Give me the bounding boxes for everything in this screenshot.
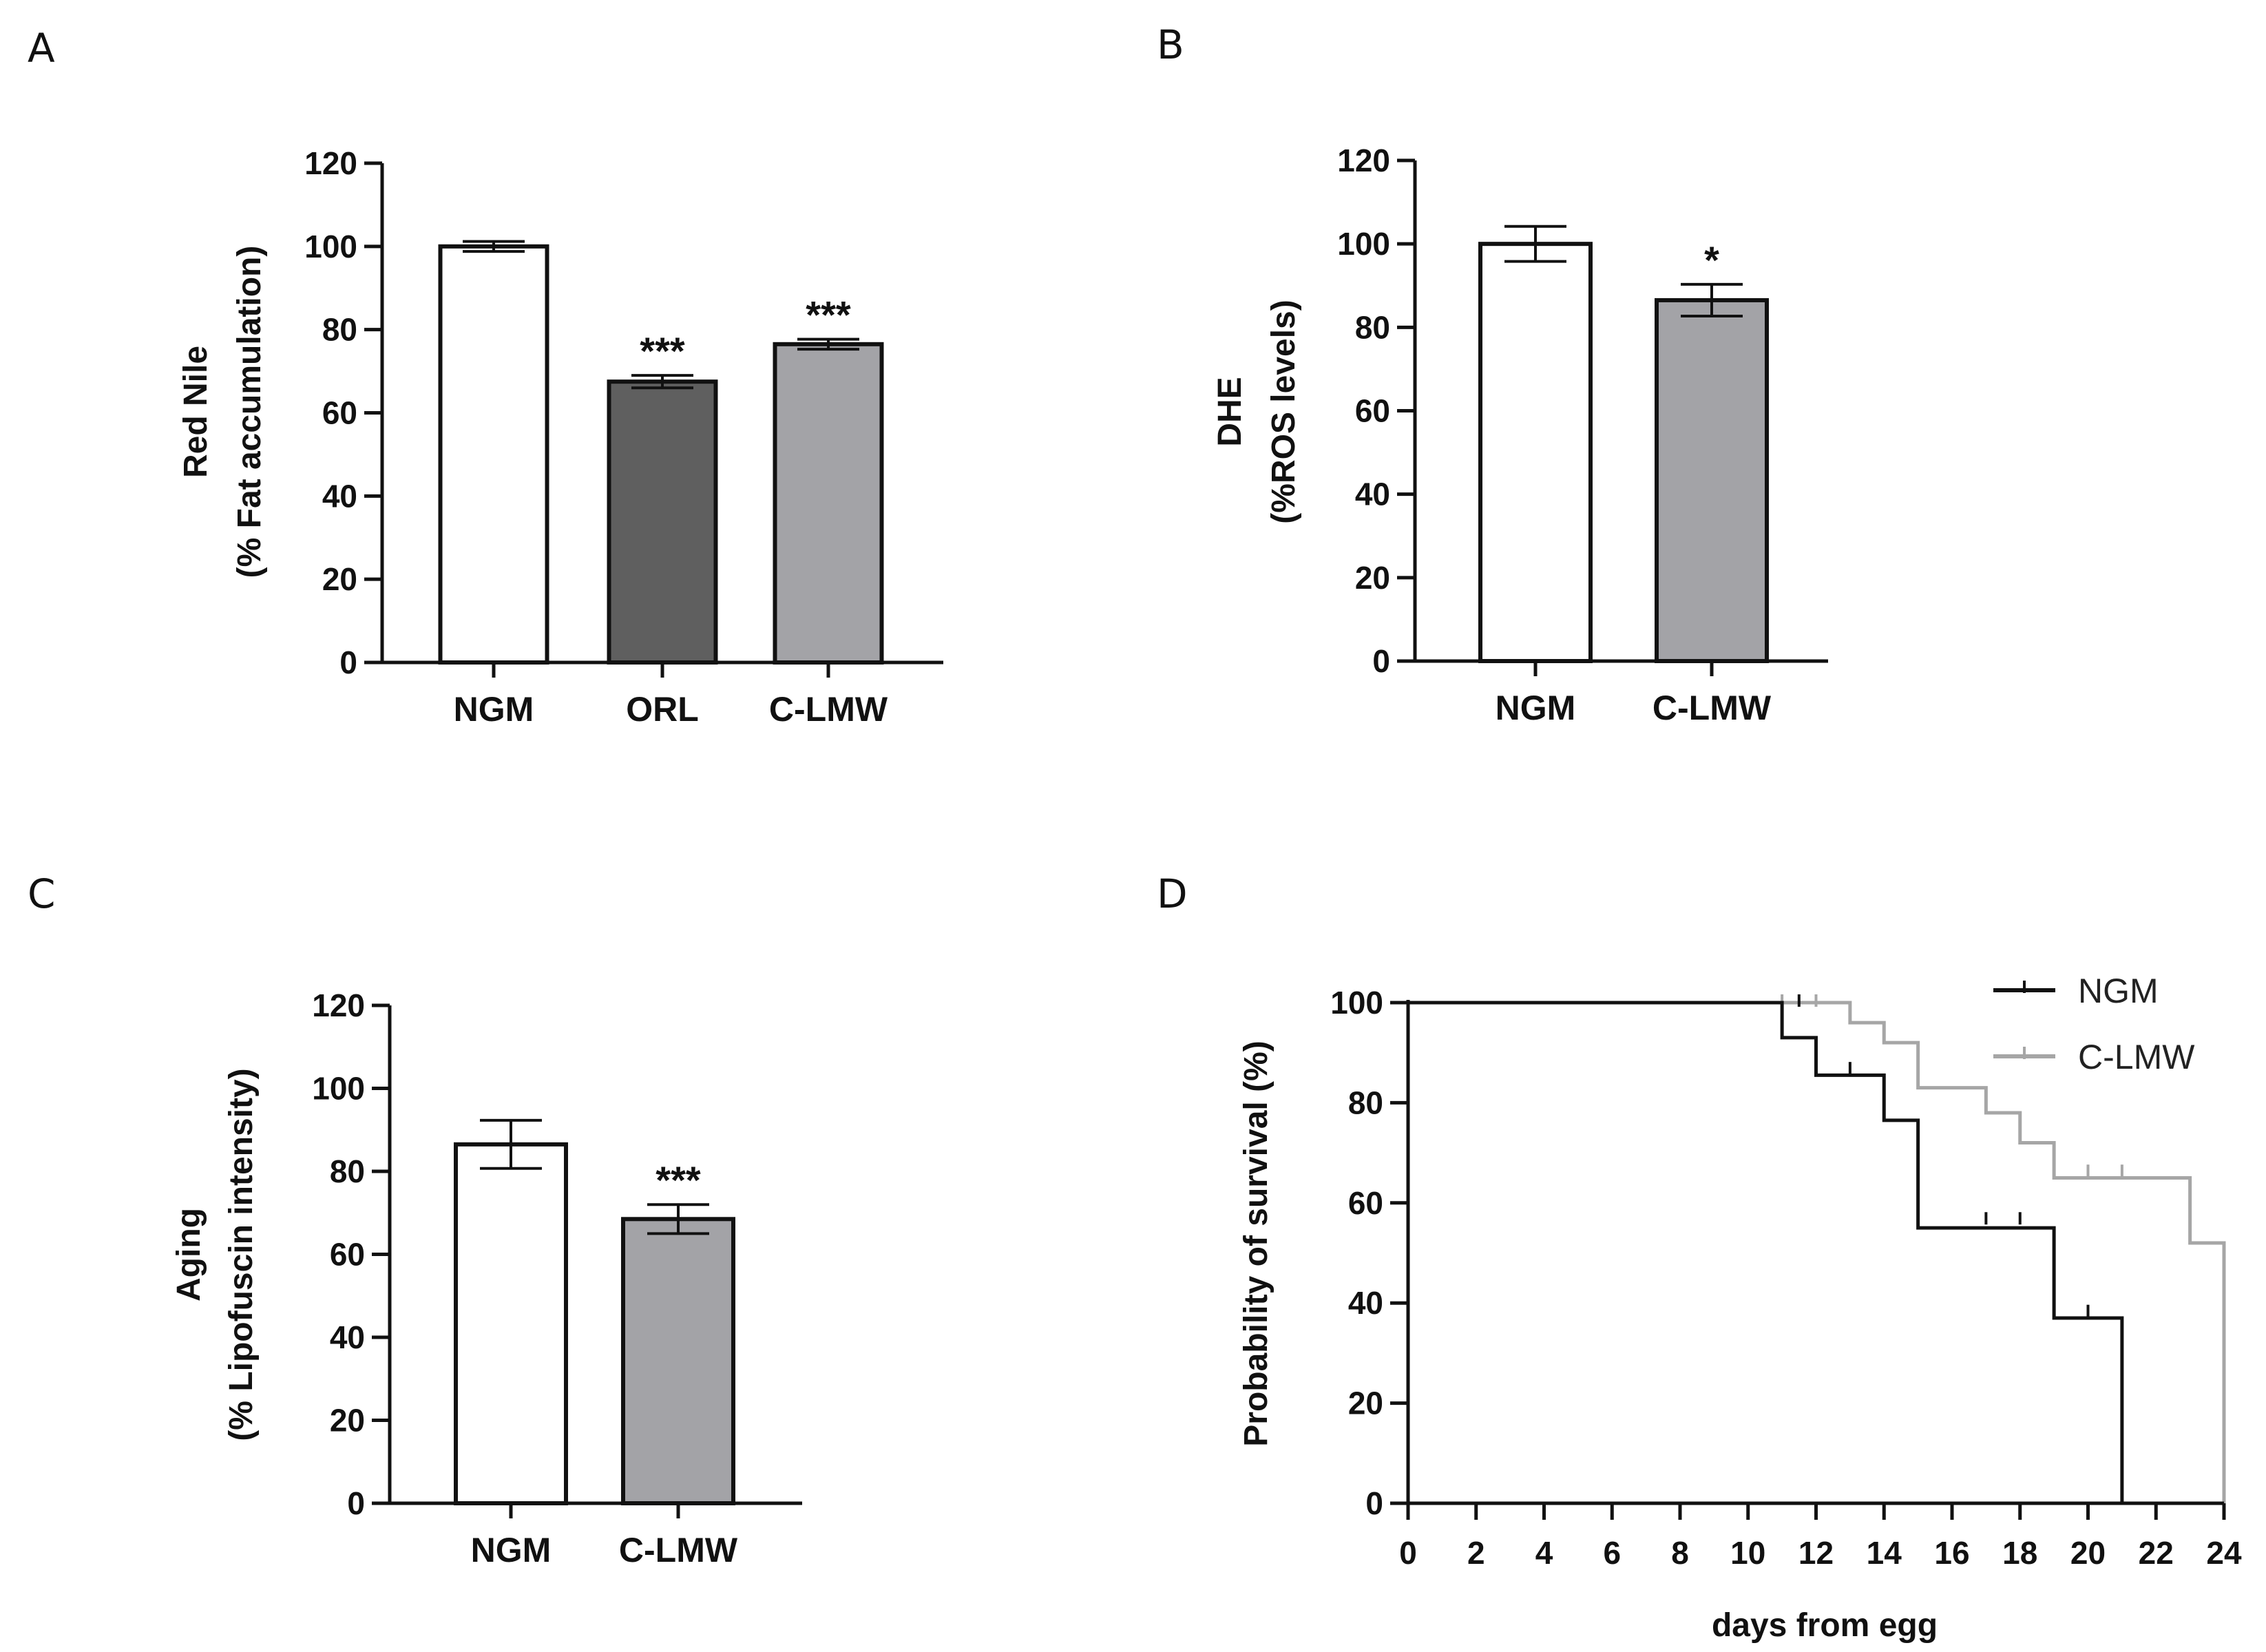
panel-c-y-tick-label: 0 bbox=[347, 1485, 365, 1521]
panel-d-y-tick-label: 100 bbox=[1330, 985, 1383, 1021]
panel-d-x-tick-label: 4 bbox=[1535, 1535, 1553, 1571]
panel-d-x-tick-label: 6 bbox=[1603, 1535, 1621, 1571]
panel-d-y-tick-label: 40 bbox=[1348, 1285, 1383, 1321]
panel-a-bar bbox=[607, 379, 718, 665]
panel-b-y-tick-label: 80 bbox=[1355, 309, 1390, 345]
panel-a: A Red Nile (% Fat accumulation) 0 20 40 60 8… bbox=[28, 25, 943, 729]
panel-b-y-tick-label: 40 bbox=[1355, 477, 1390, 512]
legend-label-c-lmw: C-LMW bbox=[2078, 1038, 2195, 1076]
panel-b-bar bbox=[1478, 242, 1593, 663]
panel-d: D Probability of survival (%) days from … bbox=[1157, 870, 2242, 1644]
panel-a-y-tick-label: 80 bbox=[322, 312, 357, 348]
panel-a-category-label: ORL bbox=[626, 690, 699, 729]
panel-d-x-tick-label: 24 bbox=[2206, 1535, 2242, 1571]
panel-d-x-tick-label: 22 bbox=[2139, 1535, 2174, 1571]
panel-b-ylabel-line1: DHE bbox=[1212, 377, 1248, 446]
panel-a-bar bbox=[438, 244, 549, 665]
panel-c-y-tick-label: 100 bbox=[312, 1071, 365, 1107]
panel-a-significance-label: *** bbox=[806, 293, 851, 337]
panel-b-y-tick-label: 100 bbox=[1337, 226, 1390, 262]
panel-d-x-tick-label: 18 bbox=[2002, 1535, 2037, 1571]
panel-b-letter: B bbox=[1157, 21, 1184, 68]
panel-a-category-label: NGM bbox=[454, 690, 534, 729]
panel-a-letter: A bbox=[28, 25, 55, 72]
panel-b-category-label: C-LMW bbox=[1653, 689, 1772, 727]
panel-b-y-tick-label: 60 bbox=[1355, 393, 1390, 429]
panel-c-bar bbox=[621, 1217, 735, 1505]
panel-a-y-tick-label: 20 bbox=[322, 561, 357, 597]
panel-a-y-tick-label: 120 bbox=[304, 145, 357, 181]
survival-curve-ngm bbox=[1408, 1001, 2224, 1505]
panel-c-bar bbox=[454, 1142, 568, 1505]
panel-a-y-tick-label: 40 bbox=[322, 478, 357, 514]
panel-d-y-tick-label: 20 bbox=[1348, 1386, 1383, 1421]
panel-c-ylabel-line1: Aging bbox=[171, 1208, 207, 1301]
panel-a-y-tick-label: 0 bbox=[339, 645, 357, 680]
panel-a-category-label: C-LMW bbox=[769, 690, 888, 729]
panel-c-y-tick-label: 80 bbox=[330, 1153, 365, 1189]
panel-d-x-tick-label: 10 bbox=[1730, 1535, 1765, 1571]
panel-c-category-label: C-LMW bbox=[619, 1531, 738, 1569]
panel-d-xlabel: days from egg bbox=[1712, 1607, 1938, 1644]
panel-c-y-tick-label: 20 bbox=[330, 1403, 365, 1439]
panel-c: C Aging (% Lipofuscin intensity) 0 20 40 60… bbox=[28, 870, 802, 1569]
panel-d-x-tick-label: 8 bbox=[1671, 1535, 1689, 1571]
panel-b-ylabel-line2: (%ROS levels) bbox=[1266, 300, 1302, 523]
panel-c-category-label: NGM bbox=[471, 1531, 552, 1569]
panel-c-y-tick-label: 60 bbox=[330, 1237, 365, 1273]
panel-c-y-tick-label: 40 bbox=[330, 1319, 365, 1355]
panel-d-x-tick-label: 0 bbox=[1399, 1535, 1417, 1571]
panel-b-bar bbox=[1655, 297, 1769, 663]
panel-b: B DHE (%ROS levels) 0 20 40 60 80 100 120 NGM C-… bbox=[1157, 21, 1828, 727]
panel-a-ylabel-line1: Red Nile bbox=[178, 346, 214, 478]
panel-d-x-tick-label: 2 bbox=[1467, 1535, 1485, 1571]
panel-d-y-tick-label: 60 bbox=[1348, 1185, 1383, 1221]
panel-a-bar bbox=[773, 342, 884, 665]
panel-d-y-tick-label: 0 bbox=[1365, 1485, 1383, 1521]
panel-b-significance-label: * bbox=[1704, 238, 1719, 282]
panel-d-y-tick-label: 80 bbox=[1348, 1085, 1383, 1120]
panel-c-y-tick-label: 120 bbox=[312, 987, 365, 1023]
panel-a-ylabel-line2: (% Fat accumulation) bbox=[231, 246, 268, 578]
legend-label-ngm: NGM bbox=[2078, 972, 2159, 1010]
panel-b-y-tick-label: 120 bbox=[1337, 143, 1390, 178]
panel-d-ylabel: Probability of survival (%) bbox=[1238, 1041, 1274, 1446]
panel-b-category-label: NGM bbox=[1496, 689, 1576, 727]
panel-b-y-tick-label: 20 bbox=[1355, 560, 1390, 596]
panel-a-y-tick-label: 60 bbox=[322, 395, 357, 431]
panel-b-y-tick-label: 0 bbox=[1372, 643, 1390, 679]
panel-d-x-tick-label: 20 bbox=[2070, 1535, 2106, 1571]
panel-c-ylabel-line2: (% Lipofuscin intensity) bbox=[223, 1068, 260, 1441]
panel-d-x-tick-label: 12 bbox=[1798, 1535, 1834, 1571]
panel-c-letter: C bbox=[28, 870, 56, 917]
panel-a-y-tick-label: 100 bbox=[304, 229, 357, 264]
survival-curve-c-lmw bbox=[1408, 1001, 2226, 1503]
panel-d-x-tick-label: 16 bbox=[1934, 1535, 1969, 1571]
panel-d-letter: D bbox=[1157, 870, 1188, 917]
panel-d-x-tick-label: 14 bbox=[1867, 1535, 1902, 1571]
panel-c-significance-label: *** bbox=[655, 1158, 701, 1202]
panel-a-significance-label: *** bbox=[640, 329, 685, 373]
